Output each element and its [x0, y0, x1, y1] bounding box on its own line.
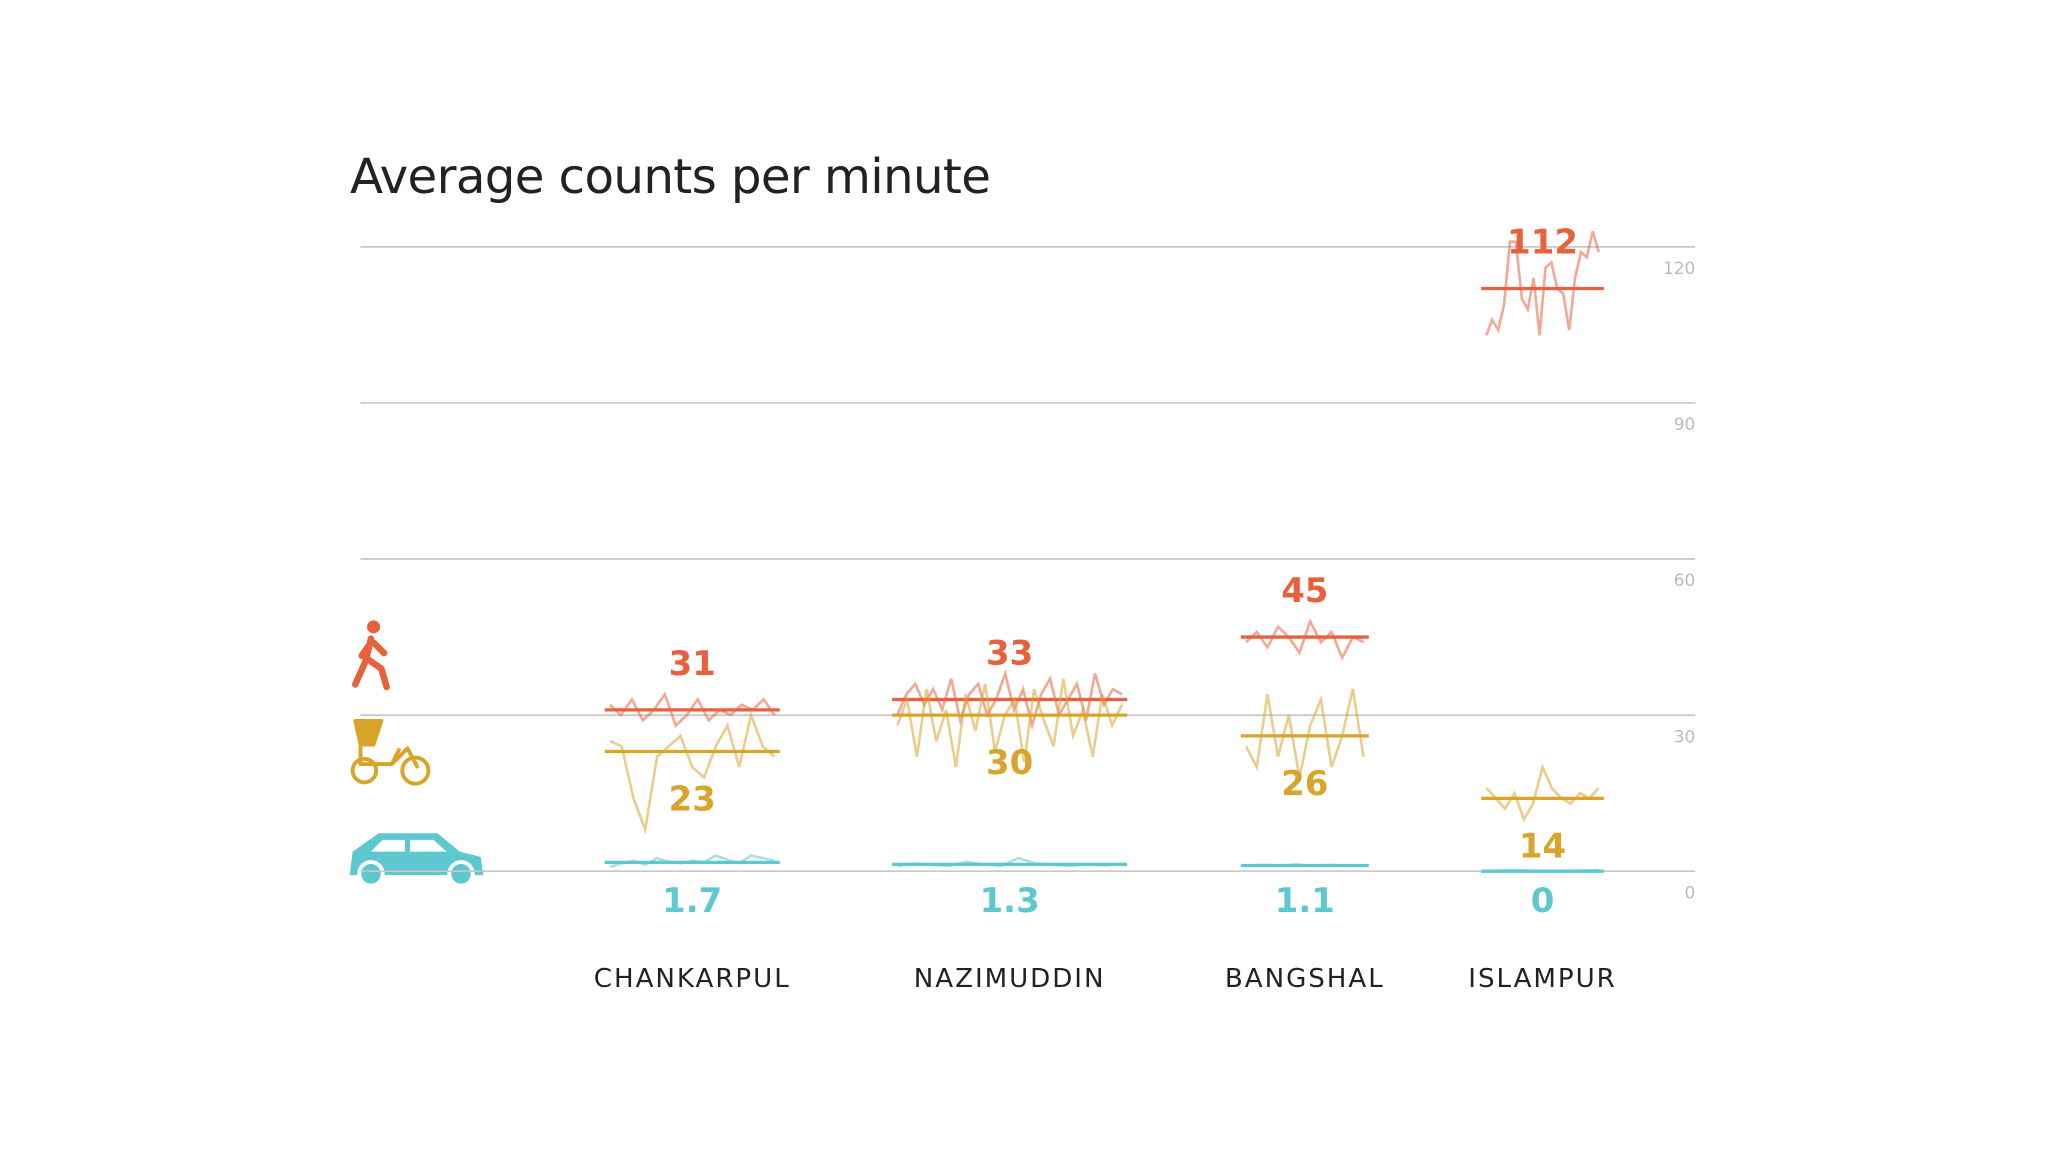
value-label: 0 [1531, 881, 1555, 921]
chart-title: Average counts per minute [350, 149, 990, 205]
value-label: 23 [669, 780, 716, 820]
value-label: 1.3 [980, 881, 1040, 921]
value-label: 14 [1519, 826, 1566, 866]
x-tick-label: BANGSHAL [1225, 964, 1385, 994]
x-tick-label: NAZIMUDDIN [914, 964, 1106, 994]
trace-line [609, 710, 776, 835]
y-tick-label: 0 [1685, 883, 1696, 903]
y-tick-label: 60 [1674, 571, 1696, 591]
x-tick-label: ISLAMPUR [1468, 964, 1616, 994]
value-label: 112 [1507, 223, 1578, 263]
value-label: 1.7 [662, 881, 722, 921]
trace-line [1485, 763, 1600, 823]
trace-line [1485, 230, 1600, 336]
value-label: 1.1 [1275, 881, 1335, 921]
value-label: 45 [1281, 571, 1328, 611]
car-icon [350, 833, 484, 888]
trace-line [1245, 618, 1365, 662]
value-label: 31 [669, 644, 716, 684]
x-tick-label: CHANKARPUL [594, 964, 791, 994]
trace-line [1244, 688, 1365, 778]
value-label: 26 [1281, 764, 1328, 804]
rickshaw-icon [350, 719, 431, 786]
value-label: 33 [986, 634, 1033, 674]
y-tick-label: 120 [1663, 259, 1695, 279]
trace-line [896, 678, 1124, 768]
y-tick-label: 90 [1674, 415, 1696, 435]
pedestrian-icon [352, 620, 390, 691]
y-tick-label: 30 [1674, 727, 1696, 747]
value-label: 30 [986, 743, 1033, 783]
